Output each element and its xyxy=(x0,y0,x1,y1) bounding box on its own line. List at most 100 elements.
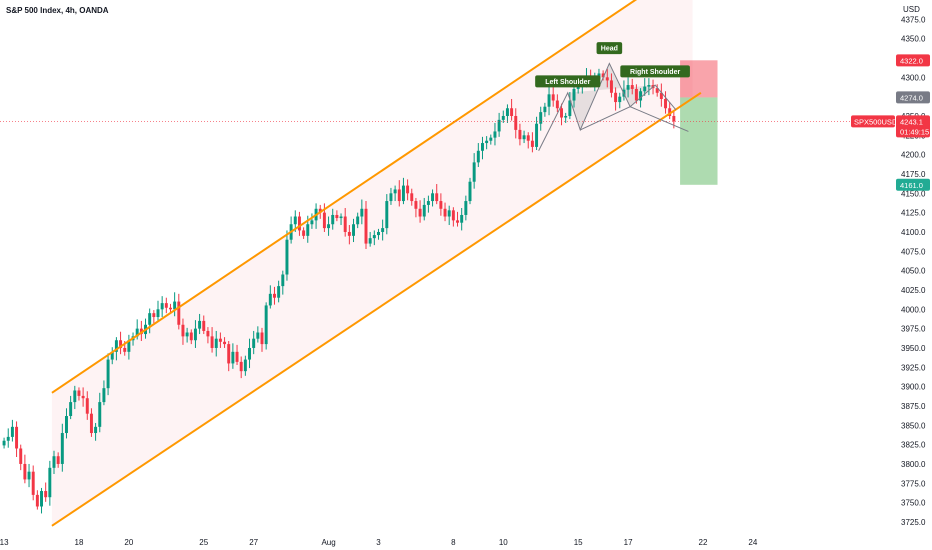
candle-body xyxy=(123,347,127,352)
x-tick-label: 13 xyxy=(0,538,9,547)
candle-body xyxy=(181,324,185,337)
candle-body xyxy=(447,210,451,217)
price-label: 4161.0 xyxy=(900,181,923,190)
candle-body xyxy=(381,228,385,232)
candle-body xyxy=(339,216,343,219)
candle-body xyxy=(360,208,364,217)
x-tick-label: 18 xyxy=(75,538,84,547)
price-label-box xyxy=(896,91,930,104)
candle-body xyxy=(647,85,651,87)
candle-body xyxy=(264,305,268,345)
candle-body xyxy=(60,433,64,464)
candle-body xyxy=(564,115,568,118)
candle-body xyxy=(530,140,534,147)
candle-body xyxy=(422,204,426,217)
current-price-text: 4243.1 xyxy=(900,117,923,126)
y-tick-label: 3875.0 xyxy=(901,402,926,411)
candle-body xyxy=(177,301,181,325)
price-label: 4274.0 xyxy=(900,93,923,102)
candle-body xyxy=(65,416,68,434)
candle-body xyxy=(10,426,14,437)
candle-body xyxy=(48,467,52,498)
pattern-label-box xyxy=(535,75,601,88)
candle-body xyxy=(156,309,160,318)
candle-body xyxy=(497,119,501,132)
y-tick-label: 3775.0 xyxy=(901,479,926,488)
candle-body xyxy=(643,86,647,92)
candle-body xyxy=(451,210,455,221)
candle-body xyxy=(218,338,222,342)
candle-body xyxy=(489,137,493,141)
candle-body xyxy=(169,307,172,310)
x-tick-label: 3 xyxy=(376,538,381,547)
y-tick-label: 4075.0 xyxy=(901,247,926,256)
y-tick-label: 4000.0 xyxy=(901,305,926,314)
candle-body xyxy=(85,398,89,414)
candle-body xyxy=(214,338,218,348)
candle-body xyxy=(44,491,48,498)
candle-body xyxy=(505,108,509,116)
candle-body xyxy=(377,231,380,236)
y-tick-label: 4050.0 xyxy=(901,267,926,276)
candle-body xyxy=(94,426,98,434)
candle-body xyxy=(601,73,605,78)
y-tick-label: 3850.0 xyxy=(901,421,926,430)
position-layer xyxy=(680,60,718,185)
price-label: 4322.0 xyxy=(900,56,923,65)
symbol-tag-text: SPX500USD xyxy=(854,117,898,126)
candle-body xyxy=(110,351,114,360)
candle-body xyxy=(605,77,609,81)
candle-body xyxy=(572,88,576,101)
candle-body xyxy=(535,123,539,147)
y-tick-label: 4375.0 xyxy=(901,15,926,24)
candle-body xyxy=(514,115,518,130)
candle-body xyxy=(356,216,360,225)
candle-body xyxy=(426,201,430,205)
y-tick-label: 3975.0 xyxy=(901,325,926,334)
axis-layer: 3725.0 3750.0 3775.0 3800.0 3825.0 3850.0 3875… xyxy=(0,15,930,547)
candle-body xyxy=(198,320,202,329)
pattern-label: Head xyxy=(601,46,618,53)
candle-body xyxy=(614,92,618,103)
y-tick-label: 4125.0 xyxy=(901,209,926,218)
candle-body xyxy=(27,471,31,480)
candle-body xyxy=(435,193,439,202)
candle-body xyxy=(256,332,260,339)
candle-body xyxy=(510,108,514,116)
candle-body xyxy=(547,94,551,107)
candle-body xyxy=(385,201,389,229)
candle-body xyxy=(189,332,193,341)
x-tick-label: 17 xyxy=(624,538,633,547)
candle-body xyxy=(210,336,214,348)
candle-body xyxy=(522,135,526,140)
channel-upper-line xyxy=(51,0,638,394)
candle-body xyxy=(56,456,60,464)
candle-body xyxy=(310,220,314,225)
pattern-layer: Left Shoulder Head Right Shoulder xyxy=(535,42,690,152)
candle-body xyxy=(235,351,239,362)
candle-body xyxy=(281,274,285,287)
candle-body xyxy=(634,88,638,101)
candle-body xyxy=(481,143,484,151)
candle-body xyxy=(331,214,335,225)
candle-body xyxy=(193,328,197,341)
y-tick-label: 4175.0 xyxy=(901,170,926,179)
candle-body xyxy=(35,494,39,507)
x-tick-label: Aug xyxy=(321,538,335,547)
candle-body xyxy=(273,293,276,298)
candle-body xyxy=(185,332,189,337)
candle-body xyxy=(335,214,339,219)
candle-body xyxy=(306,224,310,236)
candle-body xyxy=(410,193,414,202)
pattern-zigzag xyxy=(538,62,677,152)
candle-body xyxy=(114,340,118,352)
candle-body xyxy=(659,92,663,99)
candle-body xyxy=(164,303,168,308)
candle-body xyxy=(414,201,418,209)
candle-body xyxy=(248,347,251,360)
candle-body xyxy=(260,332,264,345)
candle-body xyxy=(609,80,613,93)
y-tick-label: 3925.0 xyxy=(901,363,926,372)
candle-body xyxy=(127,340,131,352)
